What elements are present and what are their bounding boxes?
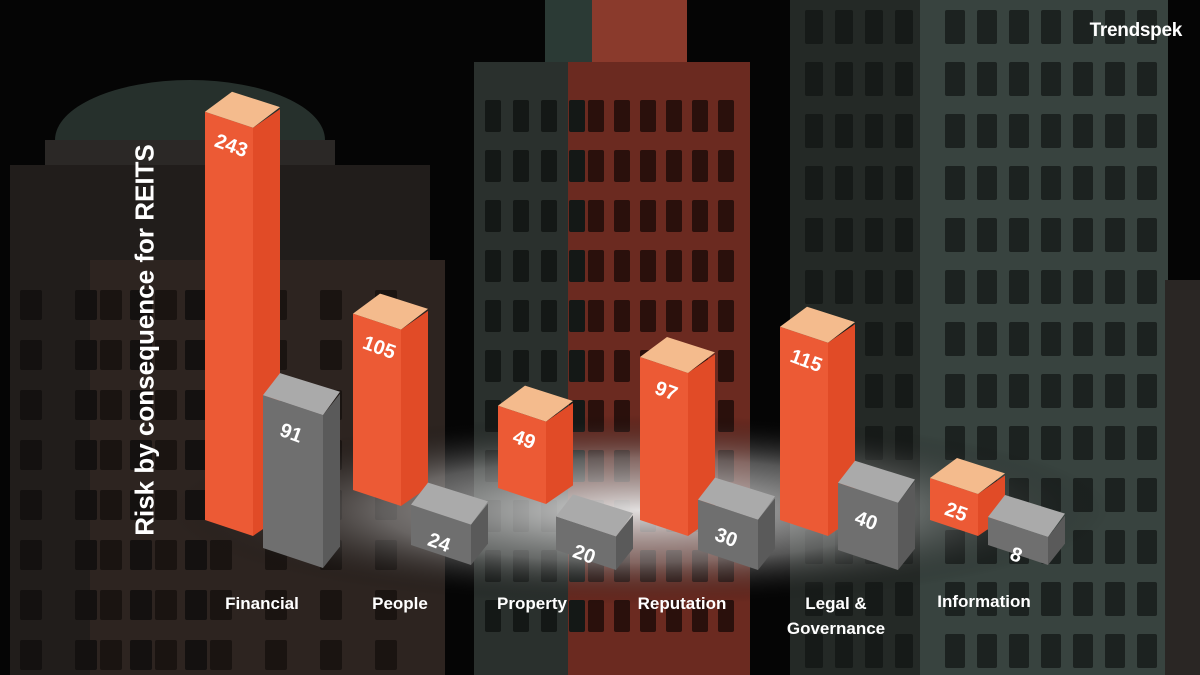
bar-gray-0-side — [323, 393, 340, 568]
bar-gray-2-front — [556, 516, 616, 570]
bar-gray-1-top — [411, 482, 488, 525]
category-label-0: Financial — [225, 594, 299, 613]
bar-gray-2-top — [556, 494, 633, 537]
bar-orange-5-top — [930, 458, 1005, 494]
bar-gray-4-front — [838, 482, 898, 570]
bar-gray-0-front — [263, 395, 323, 568]
bar-orange-3-top — [640, 337, 715, 374]
bar-gray-5-front — [988, 517, 1048, 565]
far-right-building — [1165, 280, 1200, 675]
bar-gray-3-front — [698, 499, 758, 570]
bar-gray-1-side — [471, 503, 488, 565]
category-label-5: Information — [937, 592, 1031, 611]
brand-logo: Trendspek — [1089, 20, 1183, 41]
bar-gray-3-side — [758, 498, 775, 570]
bar-orange-4-front — [780, 326, 828, 536]
bar-gray-2-side — [616, 515, 633, 570]
category-label-1: People — [372, 594, 428, 613]
bar-gray-1-front — [411, 504, 471, 565]
bar-orange-4-top — [780, 306, 855, 343]
bar-orange-0-top — [205, 91, 280, 128]
category-label-3: Reputation — [637, 594, 727, 613]
category-label-2: Property — [497, 594, 567, 613]
bar-gray-5-side — [1048, 515, 1065, 565]
bar-gray-5-top — [988, 495, 1065, 537]
bar-orange-5-front — [930, 478, 978, 536]
bar-gray-4-side — [898, 481, 915, 570]
tower-top-red — [592, 0, 687, 70]
bar-orange-3-front — [640, 357, 688, 536]
bar-orange-2-side — [546, 403, 573, 504]
category-label-4: Legal & Governance — [786, 594, 886, 638]
bar-orange-2-front — [498, 405, 546, 504]
bar-orange-1-top — [353, 293, 428, 330]
bar-gray-3-top — [698, 477, 775, 520]
bar-gray-4-top — [838, 460, 915, 503]
bar-orange-1-front — [353, 313, 401, 506]
y-axis-label: Risk by consequence for REITS — [129, 144, 160, 536]
bar-orange-2-top — [498, 385, 573, 422]
bar-orange-1-side — [401, 310, 428, 506]
bar-orange-0-front — [205, 111, 253, 536]
bar-gray-0-top — [263, 373, 340, 416]
